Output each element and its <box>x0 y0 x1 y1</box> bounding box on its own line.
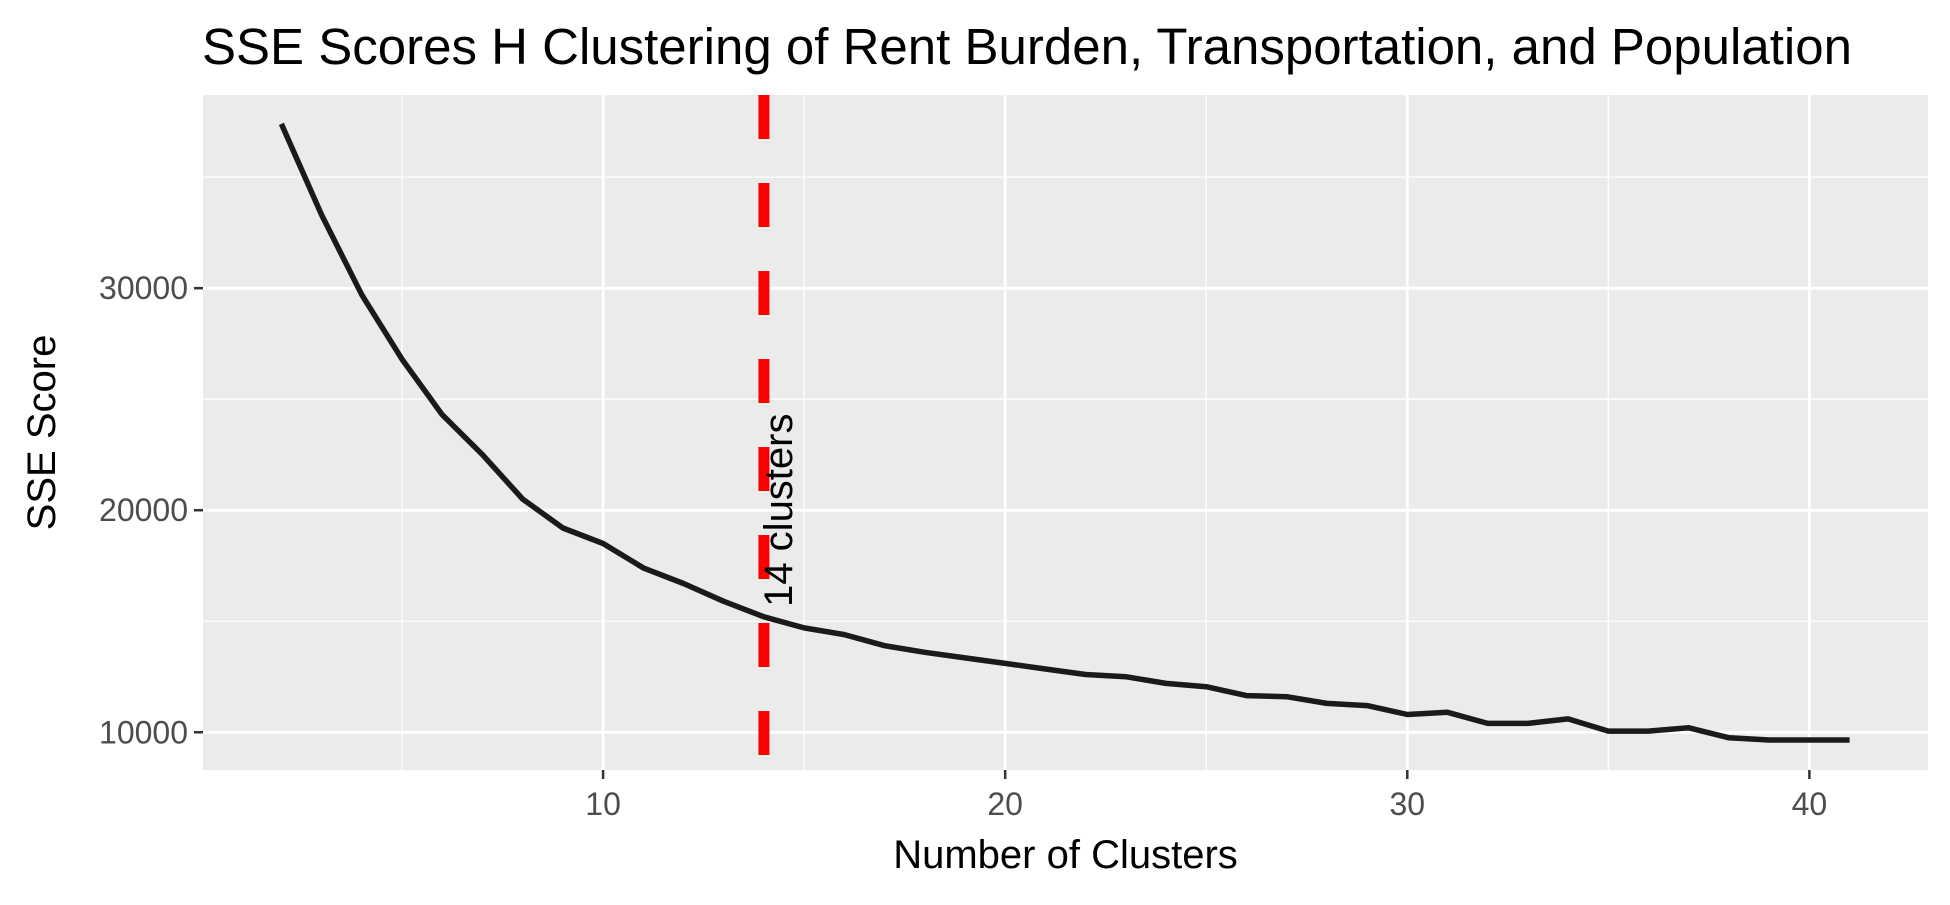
y-tick-label: 10000 <box>99 714 188 750</box>
axes: 10 20 30 40 10000 20000 30000 <box>99 270 1827 822</box>
series-layer <box>278 122 1850 743</box>
y-tick-label: 20000 <box>99 492 188 528</box>
grid <box>203 95 1928 770</box>
x-axis-label: Number of Clusters <box>893 833 1238 877</box>
x-tick-label: 20 <box>987 786 1023 822</box>
annotation-14-clusters: 14 clusters <box>757 414 801 607</box>
x-tick-label: 40 <box>1792 786 1828 822</box>
plot-panel <box>203 95 1928 770</box>
y-tick-label: 30000 <box>99 270 188 306</box>
x-tick-label: 10 <box>585 786 621 822</box>
x-tick-label: 30 <box>1389 786 1425 822</box>
y-axis-label: SSE Score <box>20 335 64 531</box>
sse-line <box>278 122 1850 743</box>
chart-title: SSE Scores H Clustering of Rent Burden, … <box>202 18 1852 75</box>
